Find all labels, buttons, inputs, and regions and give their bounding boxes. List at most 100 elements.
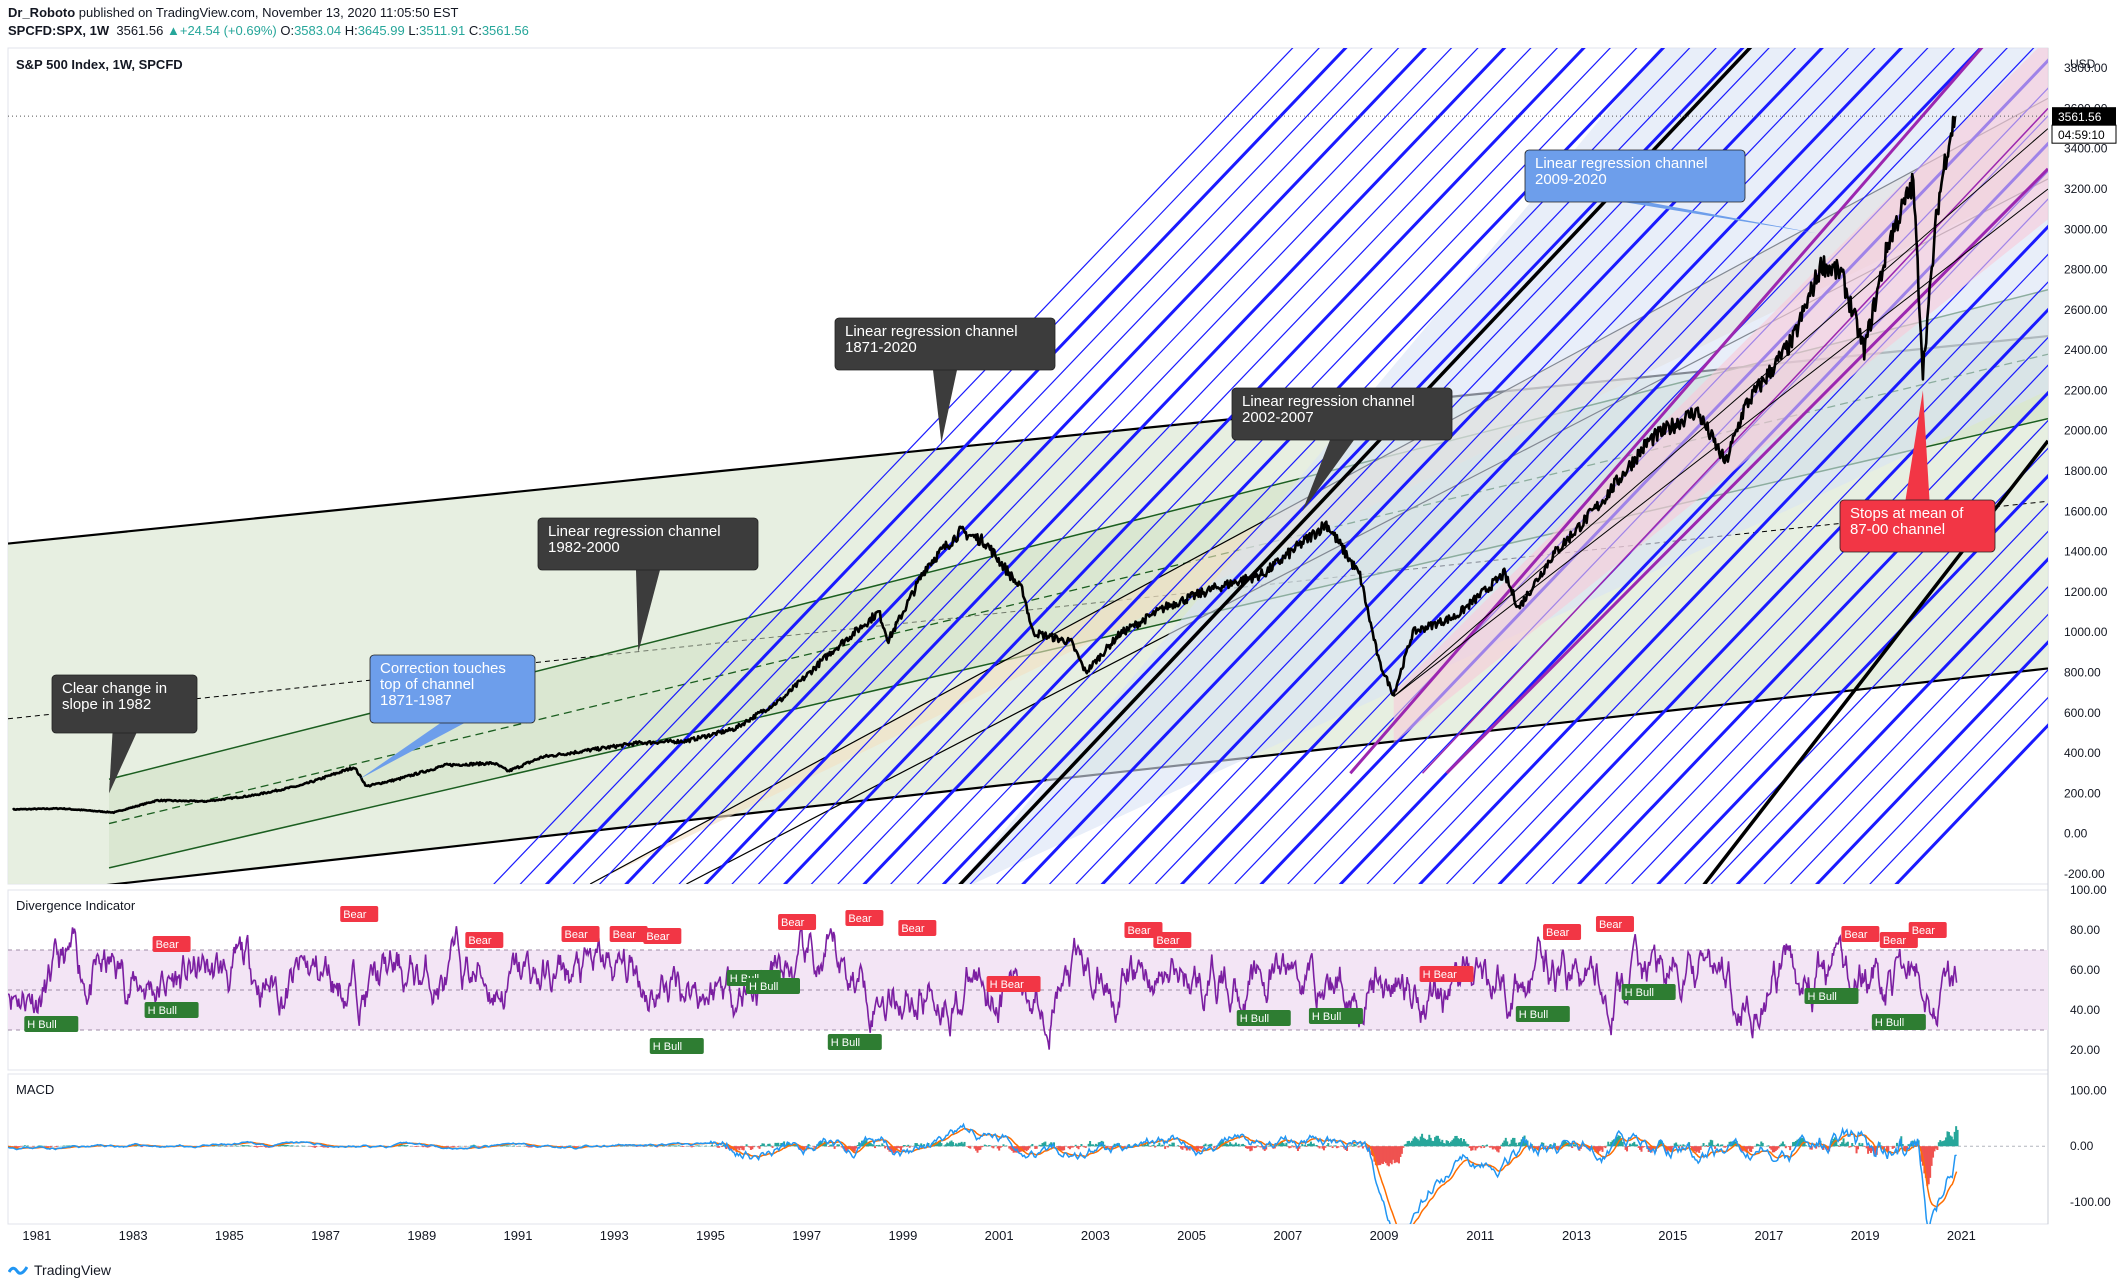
price-tick-label: 3800.00 — [2064, 61, 2108, 75]
macd-histogram-bar — [1758, 1145, 1761, 1147]
macd-histogram-bar — [1233, 1144, 1236, 1147]
macd-histogram-bar — [1325, 1145, 1328, 1147]
macd-histogram-bar — [1553, 1143, 1556, 1147]
macd-histogram-bar — [1177, 1145, 1180, 1147]
hatch-line — [544, 48, 1348, 884]
currency-label[interactable]: USD — [2070, 57, 2096, 71]
macd-histogram-bar — [1636, 1144, 1639, 1147]
macd-histogram-bar — [1946, 1131, 1949, 1147]
macd-histogram-bar — [1152, 1144, 1155, 1147]
macd-histogram-bar — [1249, 1146, 1252, 1152]
macd-histogram-bar — [907, 1144, 910, 1147]
macd-histogram-bar — [1454, 1135, 1457, 1147]
macd-histogram-bar — [635, 1146, 638, 1147]
macd-histogram-bar — [871, 1144, 874, 1147]
macd-histogram-bar — [1460, 1138, 1463, 1147]
callout-box[interactable] — [51, 674, 198, 734]
macd-histogram-bar — [1546, 1146, 1549, 1149]
macd-histogram-bar — [530, 1146, 533, 1148]
callout-box[interactable] — [1839, 499, 1996, 553]
callout-text: 1982-2000 — [548, 539, 620, 556]
macd-histogram-bar — [1447, 1141, 1450, 1147]
marker-label: Bear — [781, 917, 805, 929]
callout-box[interactable] — [1524, 149, 1746, 203]
macd-histogram-bar — [1057, 1146, 1060, 1149]
macd-histogram-bar — [1455, 1135, 1458, 1147]
macd-histogram-bar — [1666, 1146, 1669, 1154]
macd-histogram-bar — [1281, 1141, 1284, 1147]
time-tick-label: 1983 — [119, 1228, 148, 1243]
rsi-tick-label: 20.00 — [2070, 1043, 2100, 1057]
macd-histogram-bar — [1549, 1144, 1552, 1147]
macd-histogram-bar — [689, 1146, 692, 1147]
macd-histogram-bar — [1040, 1145, 1043, 1147]
macd-histogram-bar — [469, 1145, 472, 1147]
hatch-line — [1418, 224, 2048, 884]
macd-histogram-bar — [1123, 1146, 1126, 1148]
macd-histogram-bar — [1400, 1146, 1403, 1154]
macd-histogram-bar — [734, 1146, 737, 1151]
callout-pointer — [359, 723, 465, 780]
callout-pointer — [109, 733, 137, 794]
macd-histogram-bar — [829, 1144, 832, 1147]
macd-histogram-bar — [959, 1142, 962, 1147]
macd-histogram-bar — [1872, 1146, 1875, 1152]
macd-histogram-bar — [1712, 1144, 1715, 1147]
hatch-line — [810, 48, 1611, 884]
macd-histogram-bar — [45, 1146, 48, 1147]
macd-histogram-bar — [136, 1145, 139, 1147]
macd-histogram-bar — [725, 1146, 728, 1150]
macd-histogram-bar — [26, 1145, 29, 1147]
macd-histogram-bar — [762, 1143, 765, 1147]
macd-histogram-bar — [1698, 1146, 1701, 1153]
macd-histogram-bar — [1536, 1146, 1539, 1150]
publish-info: published on TradingView.com, November 1… — [78, 5, 459, 20]
macd-histogram-bar — [292, 1145, 295, 1147]
macd-histogram-bar — [1927, 1146, 1930, 1185]
callout-text: Linear regression channel — [845, 323, 1018, 340]
macd-histogram-bar — [501, 1145, 504, 1147]
price-tick-label: 2200.00 — [2064, 383, 2108, 397]
macd-histogram-bar — [767, 1143, 770, 1147]
callout-box[interactable] — [1231, 387, 1453, 441]
chart-canvas[interactable]: H Bull Bear H Bull Bear Bear Bear Bear Bear H Bu… — [0, 0, 2120, 1260]
hatch-line — [1392, 198, 2048, 884]
macd-histogram-bar — [721, 1146, 724, 1148]
brand-label[interactable]: TradingView — [34, 1262, 112, 1278]
callout-box[interactable] — [834, 317, 1056, 371]
macd-histogram-bar — [1705, 1144, 1708, 1147]
macd-histogram-bar — [456, 1146, 459, 1147]
low-label: L: — [408, 23, 420, 38]
macd-histogram-bar — [1079, 1146, 1081, 1148]
callout-box[interactable] — [369, 654, 536, 724]
macd-histogram-bar — [1637, 1146, 1640, 1148]
macd-histogram-bar — [998, 1146, 1001, 1151]
symbol-label[interactable]: SPCFD:SPX, 1W — [8, 23, 110, 38]
macd-histogram-bar — [1470, 1146, 1473, 1151]
macd-histogram-bar — [247, 1145, 250, 1147]
hatch-line — [572, 48, 1373, 884]
macd-histogram-bar — [1851, 1143, 1854, 1147]
macd-histogram-bar — [1787, 1146, 1790, 1148]
macd-histogram-bar — [1244, 1146, 1247, 1149]
macd-histogram-bar — [1330, 1145, 1333, 1147]
macd-histogram-bar — [1711, 1140, 1714, 1147]
callout-text: Correction touches — [380, 660, 506, 677]
macd-histogram-bar — [1750, 1146, 1753, 1153]
macd-histogram-bar — [1282, 1143, 1285, 1147]
author-name[interactable]: Dr_Roboto — [8, 5, 76, 20]
macd-histogram-bar — [901, 1146, 904, 1148]
macd-histogram-bar — [1494, 1146, 1497, 1150]
macd-histogram-bar — [283, 1145, 286, 1147]
price-tick-label: 1800.00 — [2064, 464, 2108, 478]
macd-histogram-bar — [962, 1143, 965, 1147]
callout-box[interactable] — [537, 517, 759, 571]
time-tick-label: 1987 — [311, 1228, 340, 1243]
macd-histogram-bar — [911, 1146, 914, 1147]
macd-histogram-bar — [426, 1146, 429, 1148]
macd-histogram-bar — [315, 1146, 318, 1148]
macd-histogram-bar — [946, 1142, 949, 1147]
hatch-line — [1814, 640, 2048, 884]
macd-histogram-bar — [1516, 1145, 1519, 1147]
price-tick-label: 1200.00 — [2064, 585, 2108, 599]
